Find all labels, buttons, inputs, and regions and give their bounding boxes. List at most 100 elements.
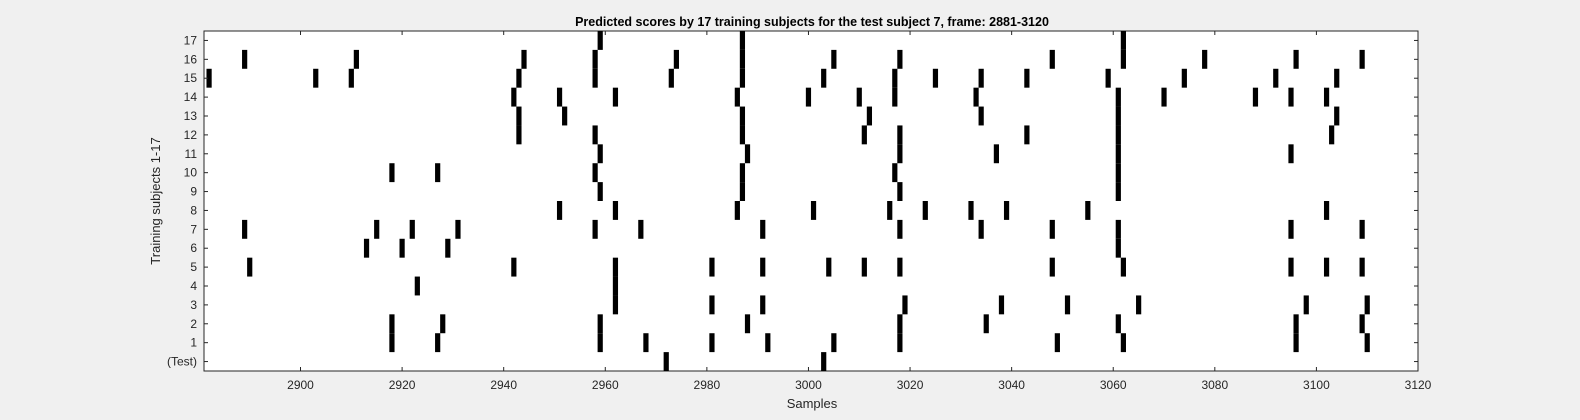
raster-mark [1049, 49, 1055, 69]
raster-mark [866, 106, 873, 126]
raster-mark [709, 333, 715, 353]
raster-mark [1359, 219, 1365, 239]
raster-mark [760, 257, 766, 277]
x-axis-label: Samples [787, 396, 838, 411]
raster-mark [887, 201, 893, 220]
raster-mark [739, 31, 746, 50]
raster-mark [597, 314, 603, 334]
y-tick-label: 14 [184, 90, 198, 104]
raster-mark [1120, 333, 1126, 353]
x-tick-label: 2980 [694, 378, 721, 392]
raster-mark [1293, 49, 1299, 69]
raster-mark [445, 238, 451, 258]
raster-mark [556, 201, 563, 220]
raster-mark [206, 68, 212, 88]
raster-mark [1252, 87, 1259, 107]
raster-mark [643, 333, 649, 353]
raster-mark [511, 87, 517, 107]
y-tick-label: 10 [184, 166, 198, 180]
raster-mark [389, 314, 395, 334]
raster-mark [313, 68, 319, 88]
x-tick-label: 2940 [490, 378, 517, 392]
raster-mark [739, 49, 746, 69]
raster-mark [1049, 219, 1055, 239]
raster-mark [516, 125, 522, 145]
raster-mark [1334, 106, 1340, 126]
x-tick-label: 3080 [1201, 378, 1228, 392]
x-tick-label: 3100 [1303, 378, 1330, 392]
y-tick-label: 12 [184, 128, 198, 142]
y-tick-label: 15 [184, 71, 198, 85]
raster-mark [932, 68, 939, 88]
x-tick-label: 3040 [998, 378, 1025, 392]
raster-mark [993, 144, 999, 164]
raster-mark [1049, 257, 1055, 277]
raster-mark [892, 163, 898, 183]
raster-mark [668, 68, 674, 88]
raster-mark [1359, 257, 1365, 277]
raster-mark [247, 257, 253, 277]
raster-mark [897, 314, 903, 334]
raster-mark [612, 87, 619, 107]
y-tick-label: 3 [190, 298, 197, 312]
y-tick-label: 4 [190, 279, 197, 293]
raster-mark [1064, 295, 1071, 315]
raster-mark [435, 163, 441, 183]
raster-mark [562, 106, 568, 126]
raster-mark [831, 333, 837, 353]
raster-mark [516, 106, 522, 126]
raster-mark [922, 201, 928, 220]
y-tick-label: 13 [184, 109, 198, 123]
raster-mark [597, 144, 603, 164]
raster-mark [353, 49, 359, 69]
raster-mark [374, 219, 380, 239]
raster-mark [892, 87, 898, 107]
raster-mark [511, 257, 517, 277]
raster-mark [739, 106, 746, 126]
raster-mark [663, 352, 669, 371]
raster-mark [1273, 68, 1279, 88]
raster-mark [760, 295, 766, 315]
raster-mark [709, 295, 715, 315]
y-tick-label: 5 [190, 260, 197, 274]
raster-mark [897, 144, 903, 164]
raster-mark [1293, 333, 1299, 353]
raster-mark [1120, 257, 1126, 277]
raster-mark [1120, 49, 1126, 69]
raster-mark [734, 201, 740, 220]
x-tick-label: 3120 [1405, 378, 1432, 392]
raster-mark [242, 219, 248, 239]
y-tick-label: 9 [190, 185, 197, 199]
raster-mark [892, 68, 898, 88]
raster-mark [673, 49, 679, 69]
raster-mark [826, 257, 832, 277]
x-tick-label: 3000 [795, 378, 822, 392]
raster-mark [592, 49, 598, 69]
raster-mark [1120, 31, 1126, 50]
raster-mark [1359, 314, 1365, 334]
raster-mark [1288, 144, 1294, 164]
raster-mark [592, 219, 598, 239]
raster-mark [1085, 201, 1091, 220]
raster-mark [810, 201, 817, 220]
x-tick-label: 3020 [897, 378, 924, 392]
raster-mark [1115, 125, 1121, 145]
raster-marks [206, 31, 1370, 371]
raster-mark [978, 106, 984, 126]
raster-mark [897, 49, 903, 69]
y-tick-label: 8 [190, 203, 197, 217]
raster-mark [1115, 87, 1121, 107]
raster-mark [1136, 295, 1142, 315]
raster-mark [1364, 295, 1370, 315]
raster-mark [739, 68, 746, 88]
raster-mark [597, 182, 603, 201]
y-tick-label: 16 [184, 52, 198, 66]
raster-mark [983, 314, 989, 334]
raster-mark [1181, 68, 1187, 88]
chart-title: Predicted scores by 17 training subjects… [575, 15, 1049, 29]
raster-mark [1329, 125, 1335, 145]
y-tick-label: (Test) [167, 355, 197, 369]
raster-mark [744, 144, 751, 164]
